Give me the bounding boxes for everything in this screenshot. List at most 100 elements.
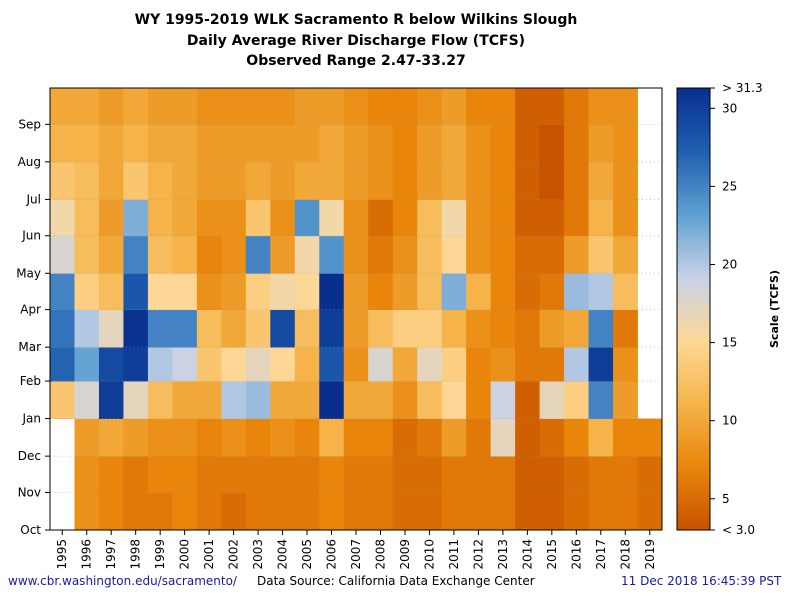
- heatmap-cell: [539, 199, 565, 237]
- heatmap-cell: [294, 309, 320, 348]
- heatmap-cell: [490, 161, 516, 200]
- heatmap-cell: [245, 347, 271, 382]
- heatmap-cell: [245, 124, 271, 163]
- heatmap-cell: [245, 381, 271, 419]
- heatmap-cell: [417, 309, 443, 348]
- heatmap-cell: [172, 309, 198, 348]
- heatmap-cell: [74, 381, 100, 419]
- heatmap-cell: [613, 456, 638, 493]
- heatmap-cell: [441, 456, 467, 493]
- heatmap-cell: [564, 88, 589, 125]
- heatmap-cell: [368, 347, 394, 382]
- heatmap-cell: [172, 88, 198, 125]
- heatmap-cell: [123, 199, 149, 237]
- heatmap-cell: [294, 161, 320, 200]
- y-tick-label: May: [16, 266, 41, 280]
- heatmap-cell: [172, 381, 198, 419]
- colorbar-tick-label: 25: [722, 179, 737, 193]
- heatmap-cell: [466, 88, 492, 125]
- heatmap-cell: [50, 88, 75, 125]
- heatmap-cell: [343, 347, 369, 382]
- heatmap-cell: [196, 347, 222, 382]
- heatmap-cell: [221, 492, 247, 531]
- heatmap-cell: [441, 161, 467, 200]
- heatmap-cell: [221, 456, 247, 493]
- heatmap-cell: [147, 124, 173, 163]
- heatmap-cell: [515, 418, 540, 457]
- x-tick-label: 2017: [594, 539, 608, 570]
- heatmap-cell: [123, 124, 149, 163]
- heatmap-cell: [466, 381, 492, 419]
- heatmap-cell: [123, 235, 149, 274]
- heatmap-cell: [294, 347, 320, 382]
- footer-url-link[interactable]: www.cbr.washington.edu/sacramento/: [8, 574, 237, 588]
- heatmap-cell: [466, 492, 492, 531]
- heatmap-cell: [613, 88, 638, 125]
- heatmap-cell: [50, 161, 75, 200]
- heatmap-cell: [564, 456, 589, 493]
- colorbar-end-label: > 31.3: [722, 81, 763, 95]
- heatmap-cell: [343, 273, 369, 311]
- heatmap-cell: [417, 161, 443, 200]
- heatmap-cell: [147, 381, 173, 419]
- heatmap-cell: [172, 273, 198, 311]
- heatmap-cell: [613, 418, 638, 457]
- heatmap-cell: [564, 492, 589, 531]
- heatmap-cell: [221, 347, 247, 382]
- heatmap-cell: [588, 418, 614, 457]
- heatmap-cell: [245, 235, 271, 274]
- heatmap-cell: [343, 418, 369, 457]
- heatmap-cell: [588, 161, 614, 200]
- heatmap-cell: [588, 124, 614, 163]
- heatmap-cell: [417, 418, 443, 457]
- y-tick-label: Apr: [20, 303, 41, 317]
- heatmap-cell: [196, 456, 222, 493]
- heatmap-cell: [368, 235, 394, 274]
- heatmap-cell: [319, 88, 345, 125]
- heatmap-cell: [637, 418, 663, 457]
- x-tick-label: 1995: [55, 539, 69, 570]
- heatmap-cell: [123, 88, 149, 125]
- heatmap-cell: [147, 199, 173, 237]
- heatmap-cell: [417, 381, 443, 419]
- y-tick-label: Aug: [18, 155, 41, 169]
- heatmap-cell: [515, 88, 540, 125]
- heatmap-cell: [417, 199, 443, 237]
- heatmap-cell: [172, 492, 198, 531]
- heatmap-cell: [147, 347, 173, 382]
- heatmap-cell: [392, 88, 418, 125]
- heatmap-cell: [196, 88, 222, 125]
- x-tick-label: 2003: [251, 539, 265, 570]
- x-tick-label: 2015: [545, 539, 559, 570]
- heatmap-cell: [564, 273, 589, 311]
- x-tick-label: 2005: [300, 539, 314, 570]
- heatmap-cell: [196, 161, 222, 200]
- heatmap-cell: [392, 381, 418, 419]
- heatmap-cell: [441, 273, 467, 311]
- chart-title: WY 1995-2019 WLK Sacramento R below Wilk…: [134, 12, 578, 28]
- heatmap-cell: [539, 456, 565, 493]
- heatmap-cell: [245, 492, 271, 531]
- heatmap-cell: [319, 124, 345, 163]
- x-tick-label: 2006: [325, 539, 339, 570]
- heatmap-cell: [466, 309, 492, 348]
- heatmap-cell: [50, 124, 75, 163]
- heatmap-cell: [221, 161, 247, 200]
- heatmap-cell: [466, 418, 492, 457]
- heatmap-cell: [294, 235, 320, 274]
- heatmap-cell: [343, 161, 369, 200]
- heatmap-cell: [245, 199, 271, 237]
- heatmap-cell: [245, 273, 271, 311]
- heatmap-cell: [613, 347, 638, 382]
- heatmap-cell: [123, 161, 149, 200]
- heatmap-cell: [392, 418, 418, 457]
- heatmap-cell: [98, 88, 124, 125]
- heatmap-cell: [539, 492, 565, 531]
- x-tick-label: 2012: [471, 539, 485, 570]
- heatmap-cell: [417, 273, 443, 311]
- heatmap-cell: [466, 199, 492, 237]
- heatmap-cell: [172, 124, 198, 163]
- heatmap-cell: [147, 456, 173, 493]
- heatmap-cell: [368, 381, 394, 419]
- heatmap-cell: [564, 161, 589, 200]
